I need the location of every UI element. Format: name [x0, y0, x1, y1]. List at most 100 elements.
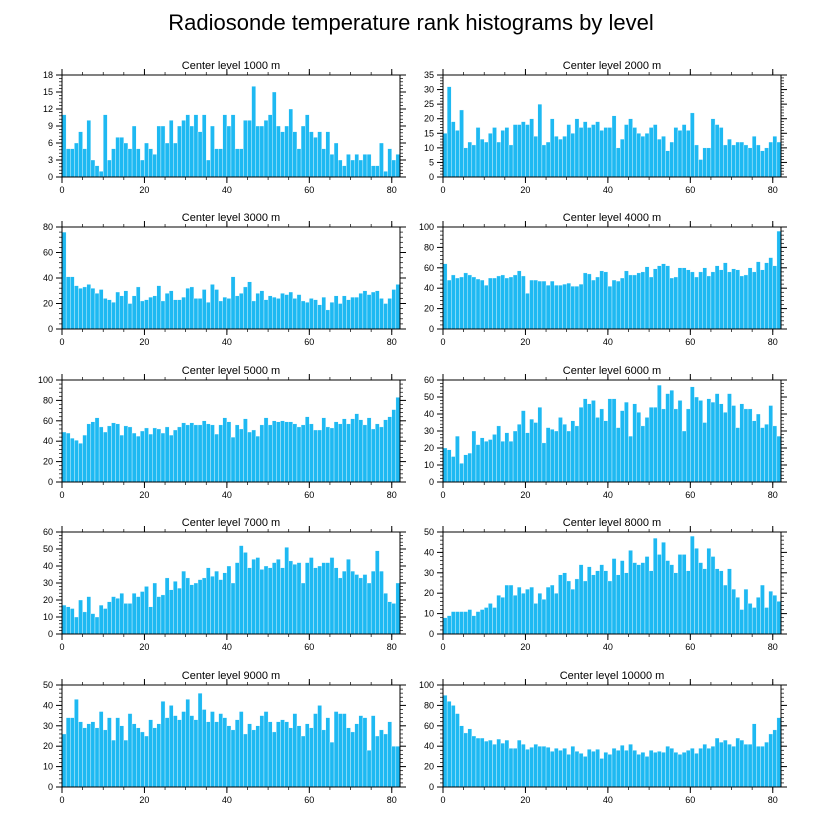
histogram-bar: [714, 393, 720, 483]
x-tick-label: 80: [387, 795, 397, 805]
histogram-bar: [723, 144, 728, 178]
histogram-bar: [492, 434, 497, 483]
histogram-bar: [103, 608, 108, 635]
histogram-bar: [152, 295, 157, 330]
histogram-bar: [533, 136, 538, 178]
histogram-bar: [525, 749, 530, 788]
histogram-bar: [333, 421, 339, 483]
histogram-bar: [288, 727, 294, 788]
histogram-bar: [197, 579, 203, 635]
histogram-bar: [222, 572, 228, 635]
histogram-bar: [358, 715, 364, 788]
histogram-bar: [362, 574, 368, 635]
y-tick-label: 20: [43, 595, 53, 605]
y-tick-label: 30: [424, 85, 434, 95]
histogram-bar: [451, 456, 456, 483]
x-tick-label: 20: [520, 185, 530, 195]
y-tick-label: 0: [429, 324, 434, 334]
histogram-bar: [391, 603, 397, 635]
histogram-bar: [300, 300, 306, 330]
histogram-bar: [578, 753, 584, 788]
histogram-bar: [288, 560, 294, 635]
histogram-bar: [632, 127, 637, 178]
histogram-bar: [346, 299, 351, 330]
histogram-bar: [127, 713, 133, 788]
histogram-bar: [686, 570, 691, 635]
histogram-bar: [86, 284, 92, 330]
histogram-bar: [665, 393, 670, 483]
histogram-bar: [284, 125, 289, 178]
histogram-bar: [173, 581, 178, 635]
histogram-bar: [74, 142, 79, 178]
histogram-bar: [743, 274, 749, 330]
histogram-bar: [387, 298, 392, 330]
histogram-bar: [181, 711, 186, 788]
histogram-bar: [173, 142, 178, 178]
histogram-bar: [529, 279, 534, 330]
histogram-bar: [103, 729, 108, 788]
histogram-bar: [661, 408, 666, 483]
histogram-bar: [321, 148, 326, 178]
histogram-bar: [210, 711, 215, 788]
histogram-bar: [525, 124, 530, 178]
histogram-bar: [189, 584, 195, 635]
histogram-bar: [292, 131, 298, 178]
histogram-bar: [395, 746, 401, 788]
histogram-bar: [94, 616, 100, 635]
histogram-bar: [512, 124, 518, 178]
histogram-bar: [698, 562, 703, 635]
histogram-bar: [350, 570, 355, 635]
histogram-bar: [776, 230, 782, 330]
histogram-bar: [366, 582, 372, 635]
histogram-bar: [731, 144, 736, 178]
histogram-bar: [521, 410, 526, 483]
y-tick-label: 40: [424, 547, 434, 557]
histogram-bar: [558, 138, 563, 178]
histogram-bar: [653, 752, 658, 788]
histogram-bar: [115, 717, 120, 788]
y-tick-label: 10: [43, 762, 53, 772]
histogram-bar: [115, 291, 120, 330]
histogram-bar: [541, 442, 547, 483]
histogram-bar: [144, 586, 149, 635]
panel-title: Center level 1000 m: [182, 60, 280, 72]
histogram-bar: [284, 721, 289, 788]
histogram-bar: [735, 269, 740, 330]
histogram-bar: [723, 412, 728, 483]
histogram-bar: [751, 136, 757, 178]
histogram-bar: [90, 421, 96, 483]
histogram-bar: [74, 285, 79, 330]
histogram-panel: Center level 3000 m 0 20 40 60 80 0 20 40 60 80: [43, 212, 406, 347]
histogram-bar: [595, 570, 600, 635]
histogram-bar: [558, 417, 563, 483]
histogram-bar: [362, 290, 368, 330]
histogram-bar: [698, 271, 703, 330]
histogram-bar: [156, 285, 162, 330]
histogram-bar: [570, 133, 576, 178]
histogram-bar: [484, 740, 489, 788]
histogram-bar: [123, 290, 129, 330]
histogram-bar: [603, 127, 609, 178]
histogram-bar: [479, 138, 485, 178]
histogram-bar: [475, 737, 481, 788]
histogram-bar: [86, 596, 92, 635]
histogram-bar: [181, 120, 186, 178]
y-tick-label: 0: [429, 477, 434, 487]
histogram-bar: [702, 743, 707, 788]
histogram-bar: [160, 300, 166, 330]
histogram-bar: [337, 713, 343, 788]
histogram-bar: [329, 427, 335, 483]
histogram-bar: [107, 299, 112, 330]
histogram-bar: [628, 743, 633, 788]
y-tick-label: 20: [424, 304, 434, 314]
histogram-bar: [115, 137, 120, 178]
y-tick-label: 0: [429, 782, 434, 792]
histogram-bar: [500, 441, 506, 483]
histogram-bar: [442, 263, 448, 330]
histogram-bar: [673, 127, 679, 178]
histogram-bar: [644, 756, 650, 788]
histogram-bar: [554, 136, 559, 178]
histogram-bar: [259, 125, 265, 178]
histogram-bar: [329, 741, 335, 788]
histogram-bar: [677, 267, 683, 330]
